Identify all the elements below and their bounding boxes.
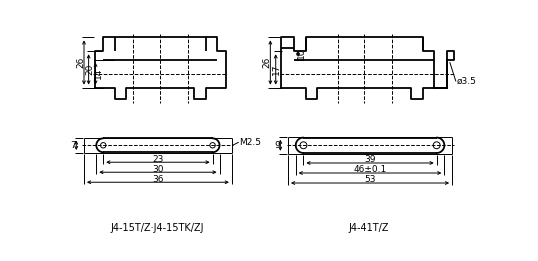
Text: M2.5: M2.5 bbox=[239, 138, 261, 147]
Text: 46±0.1: 46±0.1 bbox=[353, 165, 387, 174]
Text: 7: 7 bbox=[70, 141, 76, 150]
Text: 30: 30 bbox=[152, 165, 164, 174]
Text: 10: 10 bbox=[296, 48, 306, 60]
Text: 17: 17 bbox=[272, 63, 281, 75]
Text: 26: 26 bbox=[76, 56, 86, 68]
Text: ø3.5: ø3.5 bbox=[457, 77, 477, 86]
Text: 23: 23 bbox=[152, 155, 164, 164]
Text: J4-15T/Z·J4-15TK/ZJ: J4-15T/Z·J4-15TK/ZJ bbox=[110, 223, 204, 233]
Text: 26: 26 bbox=[263, 56, 272, 68]
Text: J4-41T/Z: J4-41T/Z bbox=[349, 223, 389, 233]
Text: 14: 14 bbox=[94, 68, 103, 79]
Text: 20: 20 bbox=[86, 63, 95, 75]
Text: 36: 36 bbox=[152, 175, 164, 184]
Text: 9: 9 bbox=[274, 141, 280, 150]
Text: 53: 53 bbox=[364, 175, 376, 185]
Text: 39: 39 bbox=[364, 155, 376, 164]
